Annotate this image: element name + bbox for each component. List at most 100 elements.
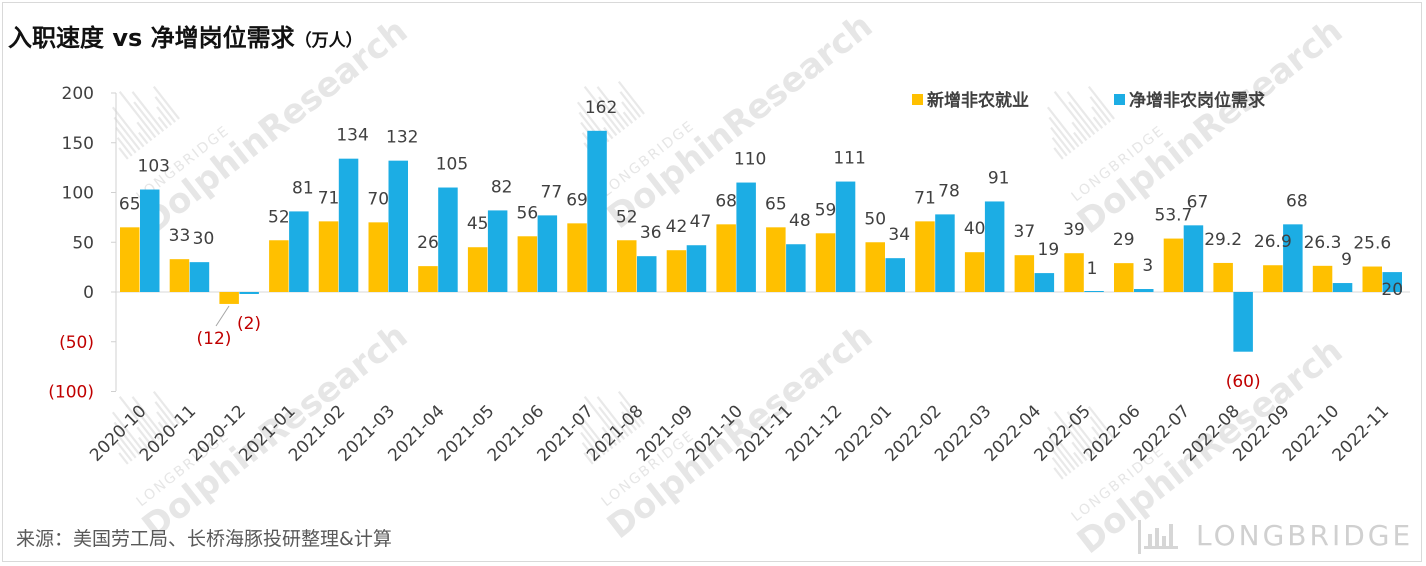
watermark-bar: [131, 91, 165, 132]
data-label-new-nonfarm: 26.9: [1254, 232, 1292, 252]
title-main: 入职速度 vs 净增岗位需求: [8, 24, 295, 52]
y-tick-label: 0: [83, 283, 94, 303]
watermark-bar: [1048, 436, 1076, 471]
watermark-bar: [578, 421, 606, 456]
bar-new-nonfarm: [1312, 265, 1333, 292]
watermark-bar: [156, 411, 173, 431]
watermark-bar: [1089, 96, 1111, 123]
bar-new-nonfarm: [120, 227, 140, 292]
data-label-new-nonfarm: 53.7: [1155, 206, 1193, 226]
bar-net-demand: [786, 244, 806, 292]
watermark-bar: [131, 396, 165, 437]
data-label-net-demand: 68: [1286, 191, 1308, 211]
bar-new-nonfarm: [169, 259, 190, 292]
data-label-net-demand: 110: [734, 150, 766, 170]
data-label-new-nonfarm: 69: [566, 190, 588, 210]
title-unit: （万人）: [294, 31, 363, 51]
watermark-bar: [598, 406, 626, 441]
watermark-bar: [1092, 116, 1104, 129]
data-label-net-demand: 48: [789, 211, 811, 231]
bars-logo-icon: [1138, 520, 1178, 554]
bar-new-nonfarm: [716, 224, 736, 292]
watermark-bar: [619, 401, 641, 428]
bar-net-demand: [438, 187, 458, 292]
data-label-net-demand: (2): [237, 314, 261, 334]
watermark-bar: [118, 147, 129, 160]
data-label-net-demand: 36: [640, 223, 662, 243]
bar-net-demand: [935, 214, 955, 292]
data-label-new-nonfarm: 56: [517, 203, 539, 223]
legend-label-net-demand: 净增非农岗位需求: [1129, 90, 1265, 111]
bar-new-nonfarm: [219, 292, 239, 304]
bar-new-nonfarm: [1213, 262, 1233, 292]
watermark-bar: [581, 442, 598, 462]
watermark-bar: [1091, 106, 1108, 126]
bar-net-demand: [289, 211, 309, 292]
bar-new-nonfarm: [815, 233, 836, 292]
y-tick-label: (50): [59, 333, 94, 353]
watermark-bar: [601, 426, 618, 447]
y-tick-label: 50: [72, 233, 94, 253]
data-label-net-demand: 3: [1142, 256, 1153, 276]
data-label-net-demand: 77: [541, 182, 563, 202]
bar-net-demand: [1332, 283, 1353, 292]
watermark-bar: [113, 116, 141, 151]
watermark-bar: [115, 431, 137, 459]
brand-name: LONGBRIDGE: [1196, 518, 1414, 552]
watermark-text: DolphinResearch: [600, 316, 880, 547]
watermark-bar: [583, 86, 622, 134]
bar-new-nonfarm: [915, 221, 935, 292]
data-label-new-nonfarm: 52: [268, 207, 290, 227]
y-tick-label: 200: [62, 84, 94, 104]
data-label-net-demand: 1: [1087, 259, 1098, 279]
watermark-bar: [157, 116, 169, 129]
data-label-net-demand: 134: [336, 126, 368, 146]
legend-swatch-new-nonfarm: [912, 94, 923, 105]
watermark-bar: [1068, 421, 1096, 456]
bar-net-demand: [885, 258, 905, 292]
watermark-bar: [1087, 405, 1115, 440]
watermark-bar: [622, 421, 634, 434]
data-label-new-nonfarm: 52: [616, 207, 638, 227]
data-label-net-demand: 47: [690, 212, 712, 232]
y-tick-label: 150: [62, 134, 94, 154]
watermark-bar: [1066, 411, 1100, 452]
watermark-bar: [1053, 147, 1064, 160]
data-label-net-demand: 105: [436, 155, 468, 175]
watermark-bar: [598, 96, 626, 131]
watermark-bar: [1051, 137, 1068, 157]
watermark-bar: [118, 91, 157, 139]
bar-net-demand: [835, 181, 856, 292]
y-tick-label: (100): [48, 383, 94, 403]
watermark-bar: [1046, 426, 1080, 468]
watermark-text: DolphinResearch: [1070, 11, 1350, 242]
watermark-bar: [133, 101, 161, 136]
watermark-bar: [1073, 451, 1084, 465]
bar-new-nonfarm: [766, 227, 786, 292]
bar-net-demand: [487, 210, 508, 292]
watermark-bar: [576, 411, 610, 453]
data-label-new-nonfarm: 71: [914, 188, 936, 208]
bar-new-nonfarm: [567, 223, 587, 292]
bar-net-demand: [537, 215, 558, 292]
watermark-bar: [1068, 101, 1096, 136]
watermark-bar: [1050, 126, 1072, 154]
data-label-net-demand: 91: [988, 168, 1010, 188]
watermark-bar: [152, 85, 180, 120]
watermark-bar: [118, 396, 157, 444]
bar-net-demand: [239, 292, 259, 294]
watermark-bar: [154, 96, 176, 123]
data-label-new-nonfarm: 59: [815, 200, 837, 220]
data-label-net-demand: 34: [888, 225, 910, 245]
data-label-net-demand: 19: [1038, 240, 1060, 260]
watermark-bar: [116, 137, 133, 157]
data-label-new-nonfarm: 45: [467, 214, 489, 234]
bar-net-demand: [1283, 224, 1303, 292]
watermark-bar: [113, 421, 141, 456]
y-tick-label: 100: [62, 184, 94, 204]
watermark-bar: [138, 436, 149, 450]
bar-net-demand: [686, 245, 707, 292]
watermark-bar: [580, 431, 602, 459]
